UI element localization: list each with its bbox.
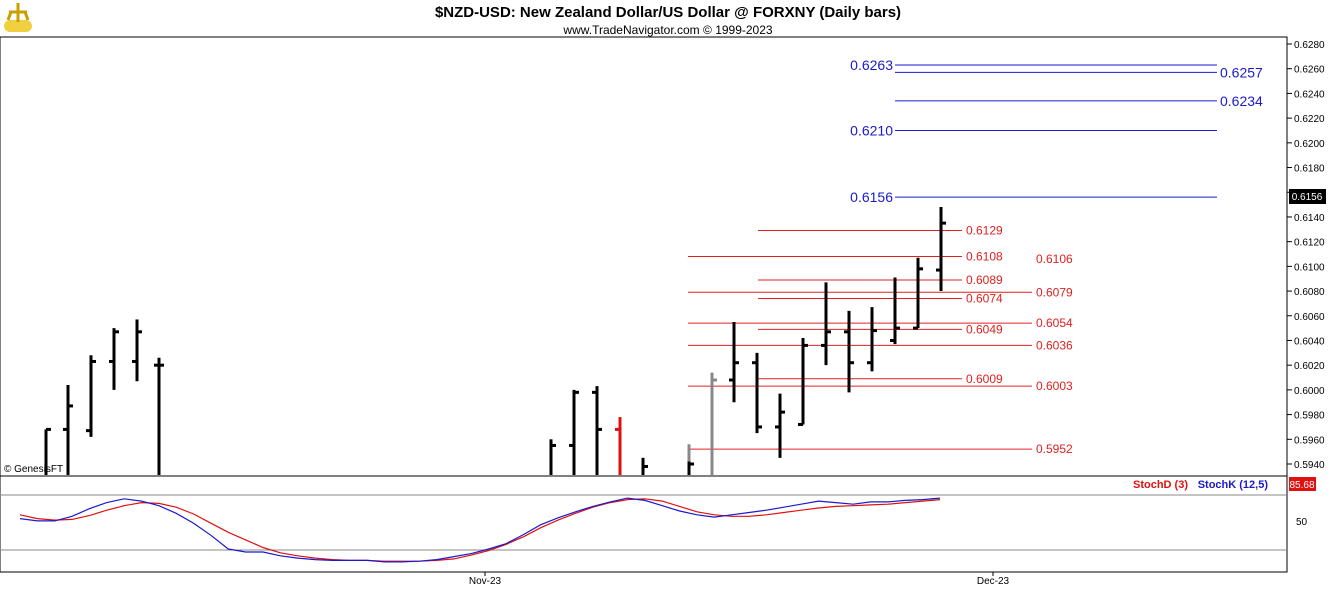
support-label: 0.6106: [1036, 252, 1073, 266]
price-bar: [844, 310, 854, 393]
price-tick-label: 0.6080: [1294, 287, 1325, 298]
price-bar: [592, 386, 602, 475]
stoch-tick-50: 50: [1296, 517, 1308, 528]
stoch-value-tag: 85.68: [1289, 477, 1316, 491]
price-tick-label: 0.5940: [1294, 460, 1325, 471]
price-bar: [641, 457, 648, 475]
stoch-panel: [0, 475, 1288, 573]
price-tick-label: 0.6120: [1294, 238, 1325, 249]
price-bar: [936, 207, 946, 292]
stoch-k-legend: StochK (12,5): [1198, 479, 1269, 491]
price-bar: [821, 282, 831, 366]
chart-subtitle: www.TradeNavigator.com © 1999-2023: [562, 23, 772, 37]
support-label: 0.6108: [966, 249, 1003, 263]
price-bar: [615, 417, 622, 475]
price-bar: [890, 277, 900, 345]
price-tick-label: 0.6280: [1294, 40, 1325, 51]
trade-navigator-logo: [4, 3, 32, 32]
support-label: 0.5952: [1036, 442, 1073, 456]
price-tick-label: 0.6140: [1294, 213, 1325, 224]
resistance-label: 0.6156: [850, 189, 893, 205]
price-tick-label: 0.6200: [1294, 139, 1325, 150]
price-bar: [775, 393, 785, 458]
price-bar: [752, 352, 762, 434]
price-tick-label: 0.5980: [1294, 411, 1325, 422]
x-tick-label: Nov-23: [469, 576, 502, 587]
price-tick-label: 0.5960: [1294, 435, 1325, 446]
price-tick-label: 0.6100: [1294, 262, 1325, 273]
resistance-label: 0.6263: [850, 57, 893, 73]
price-tick-label: 0.6000: [1294, 386, 1325, 397]
price-bar: [86, 355, 96, 437]
price-bar: [710, 372, 717, 475]
price-bar: [154, 357, 164, 475]
price-bar: [569, 389, 579, 475]
support-label: 0.6009: [966, 372, 1003, 386]
support-label: 0.6079: [1036, 285, 1073, 299]
support-label: 0.6049: [966, 322, 1003, 336]
x-tick-label: Dec-23: [977, 576, 1010, 587]
price-tick-label: 0.6220: [1294, 114, 1325, 125]
watermark: © GenesisFT: [4, 464, 63, 475]
stoch-d-line: [19, 498, 941, 562]
price-bars: [44, 207, 946, 475]
price-tick-label: 0.6260: [1294, 65, 1325, 76]
price-tick-label: 0.6040: [1294, 336, 1325, 347]
x-axis: Nov-23 Dec-23: [469, 572, 1010, 587]
support-label: 0.6129: [966, 224, 1003, 238]
chart-title: $NZD-USD: New Zealand Dollar/US Dollar @…: [435, 4, 901, 21]
price-tick-label: 0.6180: [1294, 164, 1325, 175]
last-price-text: 0.6156: [1292, 192, 1323, 203]
last-price-tag: 0.6156: [1289, 189, 1326, 204]
stoch-lines: [19, 497, 941, 563]
price-panel: [0, 36, 1288, 477]
stoch-value-text: 85.68: [1289, 480, 1314, 491]
support-label: 0.6036: [1036, 338, 1073, 352]
support-label: 0.6054: [1036, 316, 1073, 330]
level-lines: 0.6263 0.6257 0.6234 0.6210 0.6156 0.6129 0.61…: [688, 57, 1263, 456]
resistance-label: 0.6234: [1220, 93, 1263, 109]
price-bar: [109, 328, 119, 390]
support-label: 0.6089: [966, 273, 1003, 287]
price-tick-label: 0.6240: [1294, 89, 1325, 100]
stoch-k-line: [19, 497, 941, 563]
price-bar: [44, 427, 51, 475]
resistance-label: 0.6210: [850, 122, 893, 138]
support-label: 0.6074: [966, 291, 1003, 305]
support-label: 0.6003: [1036, 379, 1073, 393]
price-bar: [132, 319, 142, 382]
price-bar: [63, 384, 73, 475]
price-tick-label: 0.6060: [1294, 312, 1325, 323]
price-bar: [798, 338, 808, 426]
price-axis: 0.6280 0.6260 0.6240 0.6220 0.6200 0.6180 0.61…: [1287, 40, 1325, 471]
price-bar: [913, 257, 923, 330]
price-bar: [549, 439, 556, 475]
price-bar: [867, 307, 877, 372]
price-bar: [729, 321, 739, 403]
price-tick-label: 0.6020: [1294, 361, 1325, 372]
price-bar: [687, 461, 694, 475]
resistance-label: 0.6257: [1220, 64, 1263, 80]
stoch-d-legend: StochD (3): [1133, 479, 1188, 491]
